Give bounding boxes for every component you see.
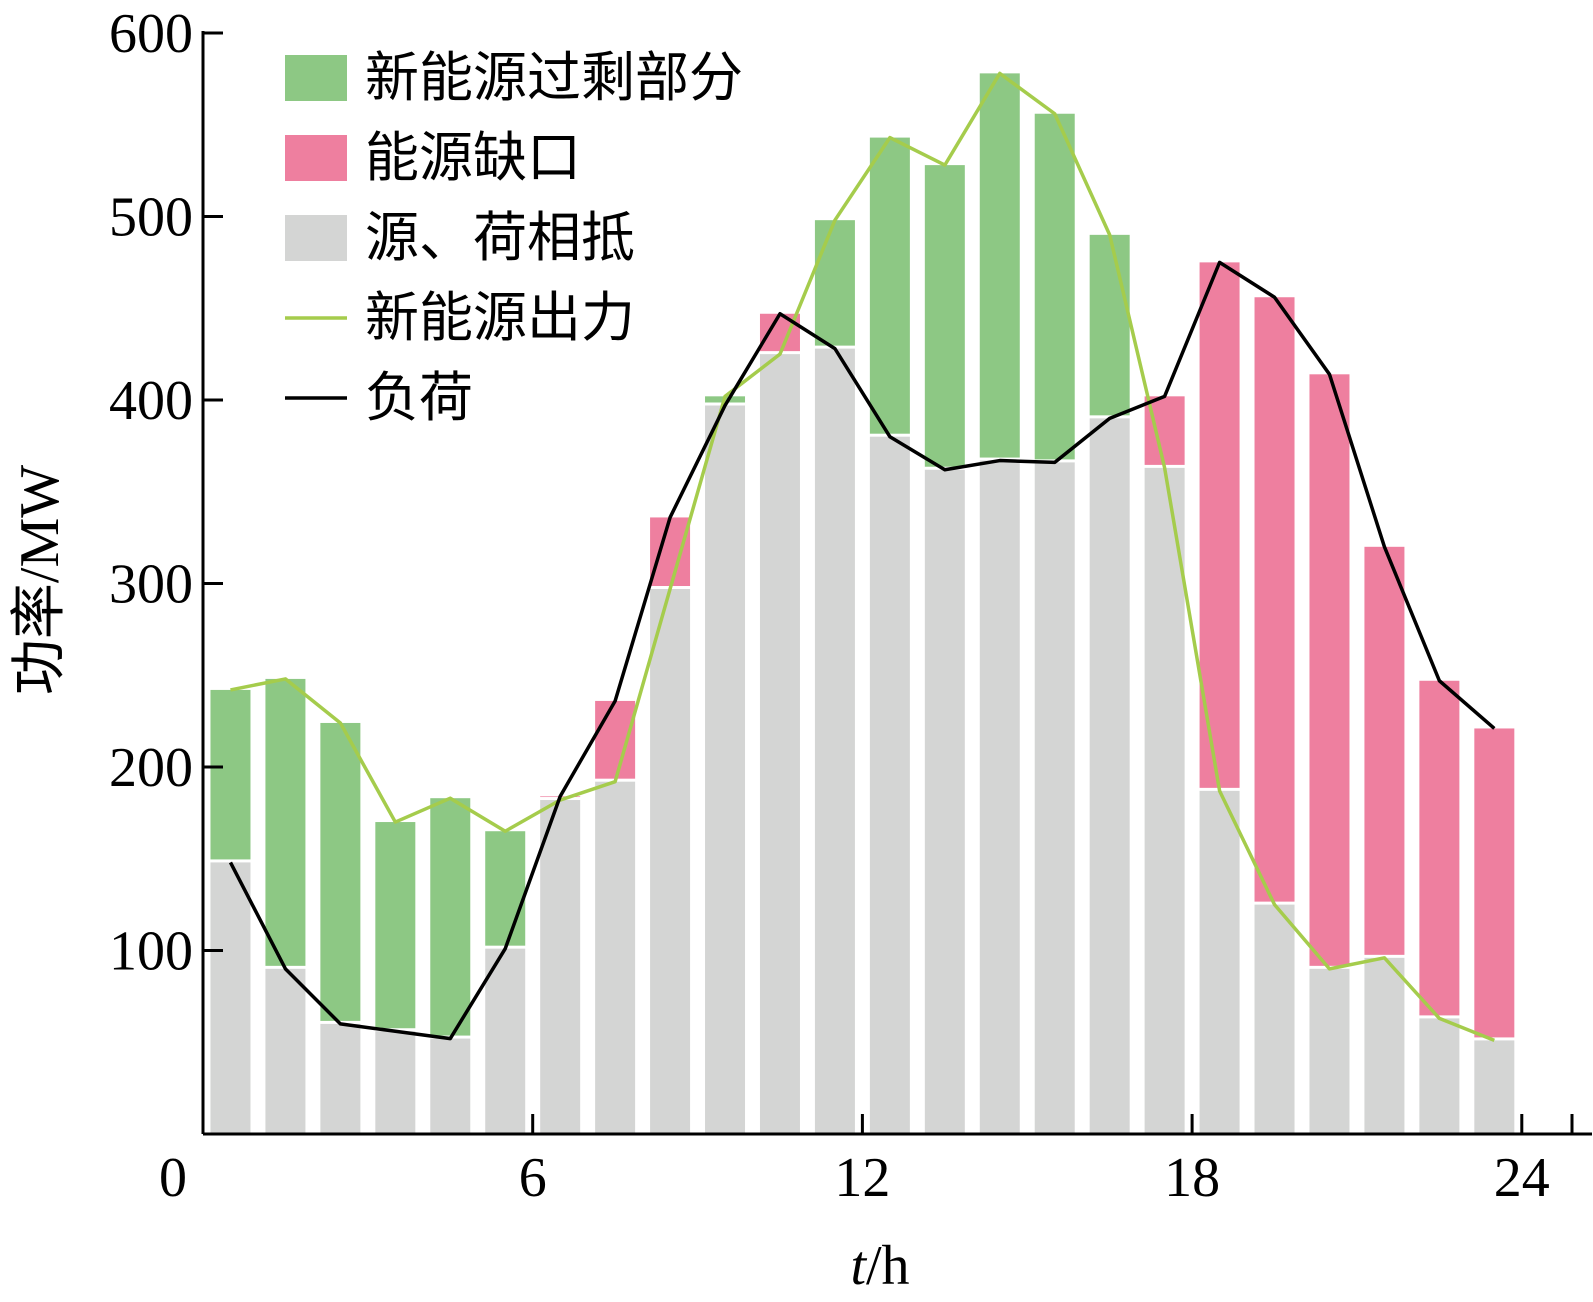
legend-swatch-2 [285,135,347,181]
bar-deficit-8 [595,700,636,779]
bar-surplus-3 [320,722,361,1021]
bar-matched-1 [210,862,251,1134]
bar-surplus-4 [375,822,416,1029]
x-tick-label-12: 12 [834,1147,890,1209]
x-tick-label-24: 24 [1494,1147,1550,1209]
y-tick-label-500: 500 [109,187,193,249]
legend-swatch-3 [285,215,347,261]
legend-label-2: 能源缺口 [365,126,581,189]
bar-matched-20 [1254,904,1295,1134]
bar-matched-15 [979,460,1020,1134]
x-tick-label-18: 18 [1164,1147,1220,1209]
bar-matched-23 [1419,1018,1460,1134]
bar-matched-11 [759,354,800,1134]
bar-surplus-12 [814,220,855,346]
legend-label-4: 新能源出力 [365,286,635,349]
x-axis-label: t/h [850,1235,909,1297]
y-tick-label-100: 100 [109,921,193,983]
bar-matched-16 [1034,462,1075,1134]
bar-matched-14 [924,469,965,1135]
legend-label-5: 负荷 [365,366,473,429]
x-axis-label-unit: /h [866,1235,910,1297]
bar-matched-2 [265,968,306,1134]
bar-deficit-24 [1474,728,1515,1038]
bar-matched-6 [485,948,526,1134]
bar-matched-13 [869,436,910,1134]
bar-matched-4 [375,1031,416,1134]
bar-surplus-5 [430,798,471,1036]
y-tick-label-300: 300 [109,554,193,616]
bar-matched-24 [1474,1040,1515,1134]
load-line [228,260,1496,1041]
bar-surplus-1 [210,689,251,860]
y-tick-label-600: 600 [109,3,193,65]
bar-matched-10 [705,405,746,1134]
bar-surplus-17 [1089,234,1130,416]
bar-surplus-13 [869,137,910,434]
bar-surplus-6 [485,831,526,946]
bar-matched-12 [814,348,855,1134]
legend-swatch-1 [285,55,347,101]
bar-surplus-16 [1034,113,1075,460]
y-tick-label-200: 200 [109,737,193,799]
bar-matched-7 [540,800,581,1134]
bar-matched-8 [595,781,636,1134]
y-axis-label: 功率/MW [9,465,71,695]
bar-surplus-2 [265,678,306,966]
renewable-output-line [230,71,1495,1043]
bar-matched-3 [320,1023,361,1134]
bar-matched-5 [430,1038,471,1134]
y-tick-label-400: 400 [109,370,193,432]
bar-matched-19 [1199,790,1240,1134]
bars-group [210,73,1515,1135]
lines-group [228,71,1496,1043]
axes-group: 100 200 300 400 500 600 0 6 12 18 24 t/h 功率/MW [9,3,1592,1297]
bar-matched-18 [1144,467,1185,1134]
bar-surplus-14 [924,165,965,467]
bar-surplus-15 [979,73,1020,458]
x-tick-label-6: 6 [519,1147,547,1209]
bar-deficit-9 [650,517,691,587]
bar-deficit-19 [1199,262,1240,788]
bar-deficit-20 [1254,297,1295,902]
legend-label-1: 新能源过剩部分 [365,46,743,109]
bar-matched-9 [650,589,691,1134]
bar-matched-21 [1309,968,1350,1134]
legend-label-3: 源、荷相抵 [365,206,635,269]
bar-matched-17 [1089,418,1130,1135]
bar-deficit-22 [1364,546,1405,955]
x-tick-label-0: 0 [159,1147,187,1209]
x-axis-label-variable: t [850,1235,867,1297]
bar-deficit-21 [1309,374,1350,966]
bar-matched-22 [1364,957,1405,1134]
bar-deficit-23 [1419,680,1460,1016]
